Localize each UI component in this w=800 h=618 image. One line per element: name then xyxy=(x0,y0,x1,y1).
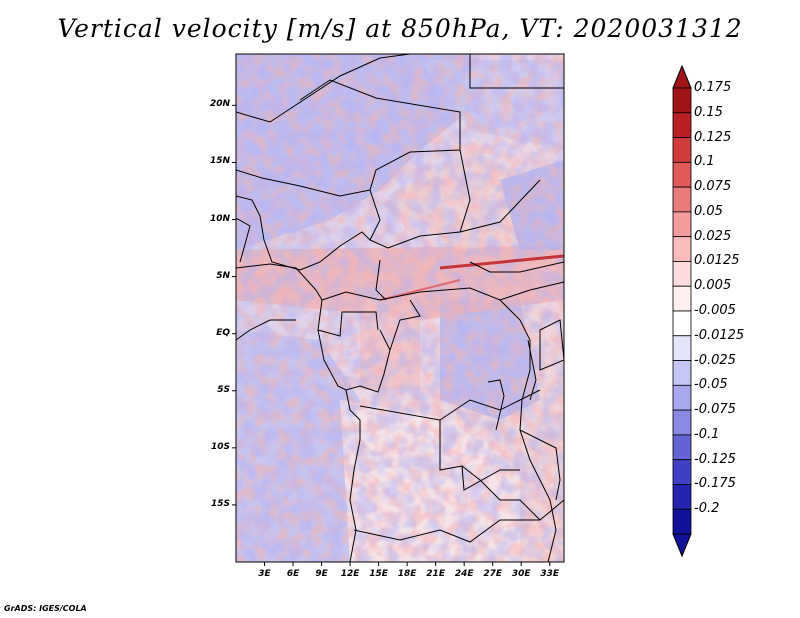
colorbar-swatch xyxy=(672,112,692,138)
colorbar-swatch xyxy=(672,310,692,337)
lon-label: 12E xyxy=(340,569,360,579)
colorbar-label: -0.175 xyxy=(694,476,736,492)
colorbar-label: 0.05 xyxy=(694,203,723,219)
lon-label: 9E xyxy=(315,569,328,579)
colorbar xyxy=(672,64,692,558)
lon-label: 24E xyxy=(454,569,474,579)
colorbar-label: 0.175 xyxy=(694,80,732,95)
colorbar-swatch xyxy=(672,409,692,436)
colorbar-label: -0.075 xyxy=(694,402,736,418)
colorbar-swatch xyxy=(672,161,692,188)
colorbar-label: -0.1 xyxy=(694,426,720,442)
footer-credit: GrADS: IGES/COLA xyxy=(4,604,87,613)
colorbar-swatch xyxy=(672,87,692,114)
colorbar-swatch xyxy=(672,508,692,535)
colorbar-swatch xyxy=(672,335,692,361)
colorbar-swatch xyxy=(672,137,692,163)
colorbar-swatch xyxy=(672,211,692,238)
colorbar-swatch xyxy=(672,484,692,510)
lat-label: 5S xyxy=(217,384,230,395)
colorbar-label: 0.125 xyxy=(694,129,732,145)
country-borders xyxy=(236,54,564,562)
colorbar-label: 0.15 xyxy=(694,104,723,120)
lat-label: 20N xyxy=(209,99,230,110)
colorbar-min-triangle xyxy=(672,533,692,558)
lat-label: 5N xyxy=(216,270,230,281)
map-frame xyxy=(235,53,565,563)
colorbar-swatch xyxy=(672,459,692,485)
lon-label: 15E xyxy=(369,569,388,579)
colorbar-label: 0.025 xyxy=(694,228,732,244)
lon-label: 6E xyxy=(286,569,300,579)
lon-label: 3E xyxy=(258,569,271,579)
colorbar-label: 0.0125 xyxy=(694,253,740,269)
colorbar-label: 0.075 xyxy=(694,179,732,195)
colorbar-label: -0.025 xyxy=(694,352,736,368)
lon-label: 33E xyxy=(540,569,560,579)
lon-label: 21E xyxy=(426,569,445,579)
lat-label: 10S xyxy=(210,441,230,452)
colorbar-swatch xyxy=(672,261,692,287)
colorbar-label: -0.125 xyxy=(694,451,736,467)
lon-label: 18E xyxy=(397,569,417,579)
chart-title: Vertical velocity [m/s] at 850hPa, VT: 2… xyxy=(57,14,743,43)
colorbar-swatch xyxy=(672,186,692,213)
colorbar-swatch xyxy=(672,434,692,461)
colorbar-label: -0.05 xyxy=(694,377,728,393)
lat-label: EQ xyxy=(216,327,230,338)
colorbar-label: 0.005 xyxy=(694,278,732,294)
lon-label: 30E xyxy=(511,569,531,579)
colorbar-swatch xyxy=(672,384,692,411)
colorbar-swatch xyxy=(672,285,692,312)
colorbar-swatch xyxy=(672,236,692,262)
velocity-field xyxy=(236,54,564,562)
colorbar-label: -0.005 xyxy=(694,303,736,318)
colorbar-swatch xyxy=(672,360,692,386)
lat-label: 10N xyxy=(209,213,230,224)
colorbar-max-triangle xyxy=(672,64,692,89)
colorbar-label: -0.2 xyxy=(694,501,720,517)
colorbar-label: 0.1 xyxy=(694,154,715,170)
lon-label: 27E xyxy=(483,569,503,579)
lat-label: 15S xyxy=(210,498,230,509)
lat-label: 15N xyxy=(209,156,230,167)
colorbar-label: -0.0125 xyxy=(694,327,745,343)
